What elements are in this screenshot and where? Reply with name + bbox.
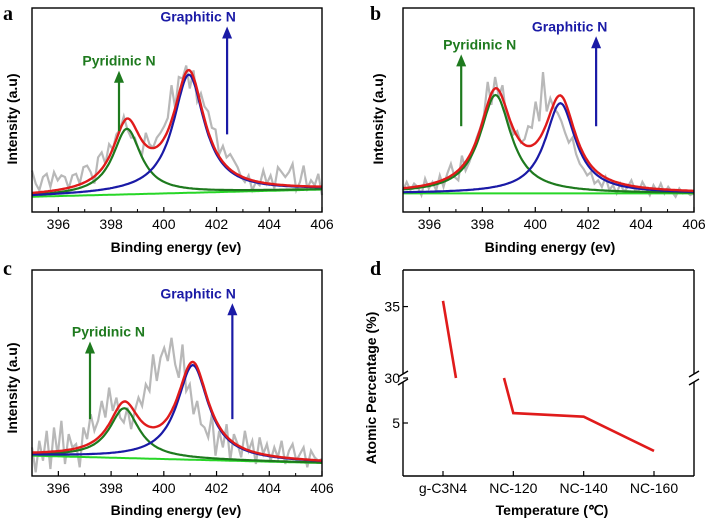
axis-break-mark xyxy=(397,378,409,386)
x-tick-label: 398 xyxy=(99,216,123,232)
x-tick-label: 406 xyxy=(310,216,334,232)
x-tick-labels-b: 396 398 400 402 404 406 xyxy=(418,216,706,232)
raw-data-line xyxy=(30,337,323,473)
atomic-percentage-plot xyxy=(397,269,700,477)
panel-d: d Atomic Percentage (%) Temperature (℃) … xyxy=(363,258,678,518)
panel-c: c Intensity (a.u) Binding energy (ev) 39… xyxy=(3,258,334,518)
x-tick-label: 396 xyxy=(418,216,442,232)
y-axis-label-c: Intensity (a.u) xyxy=(4,342,20,433)
y-axis-label-b: Intensity (a.u) xyxy=(370,73,386,164)
x-tick-label: NC-140 xyxy=(560,480,608,496)
y-tick-label: 30 xyxy=(384,370,400,386)
x-tick-label: 396 xyxy=(47,480,71,496)
pyridinic-n-fit-line xyxy=(32,407,322,464)
data-line-lower-segment xyxy=(502,377,655,453)
x-tick-labels-d: g-C3N4 NC-120 NC-140 NC-160 xyxy=(419,480,678,496)
x-tick-labels-a: 396 398 400 402 404 406 xyxy=(47,216,334,232)
pyridinic-n-label-a: Pyridinic N xyxy=(82,53,155,69)
x-axis-label-c: Binding energy (ev) xyxy=(111,502,242,518)
pyridinic-n-label-b: Pyridinic N xyxy=(443,36,516,52)
pyridinic-n-fit-line xyxy=(402,93,694,194)
annotation-arrow-head xyxy=(591,36,602,49)
panel-b: b Intensity (a.u) Binding energy (ev) 39… xyxy=(370,3,706,255)
plot-frame xyxy=(31,269,323,477)
x-tick-label: 402 xyxy=(205,216,229,232)
x-axis-label-d: Temperature (℃) xyxy=(496,502,609,518)
panel-a: a Intensity (a.u) Binding energy (ev) 39… xyxy=(3,3,334,255)
graphitic-n-label-b: Graphitic N xyxy=(532,18,607,34)
x-tick-label: 396 xyxy=(47,216,71,232)
x-tick-label: 404 xyxy=(258,480,282,496)
x-axis-label-a: Binding energy (ev) xyxy=(111,239,242,255)
panel-letter-b: b xyxy=(370,3,381,25)
x-tick-labels-c: 396 398 400 402 404 406 xyxy=(47,480,334,496)
pyridinic-n-fit-line xyxy=(32,127,322,196)
x-tick-label: 400 xyxy=(152,480,176,496)
y-tick-label: 5 xyxy=(392,415,400,431)
x-tick-label: 398 xyxy=(99,480,123,496)
x-tick-label: 400 xyxy=(524,216,548,232)
x-tick-label: 404 xyxy=(258,216,282,232)
annotation-arrow-head xyxy=(85,341,95,354)
x-tick-label: 398 xyxy=(471,216,495,232)
x-tick-label: g-C3N4 xyxy=(419,480,467,496)
x-tick-label: 402 xyxy=(205,480,229,496)
y-axis-label-d: Atomic Percentage (%) xyxy=(363,312,379,464)
envelope-fit-line xyxy=(31,360,323,462)
envelope-fit-line xyxy=(402,86,694,192)
y-tick-label: 35 xyxy=(384,299,400,315)
axis-break-mark xyxy=(688,370,700,378)
graphitic-n-fit-line xyxy=(403,102,694,194)
annotation-arrow-head xyxy=(227,303,238,316)
annotation-arrow-head xyxy=(456,54,467,67)
x-tick-label: 400 xyxy=(152,216,176,232)
panel-letter-a: a xyxy=(3,3,13,25)
axis-break-mark xyxy=(397,370,409,378)
plot-frame xyxy=(31,7,323,213)
x-axis-label-b: Binding energy (ev) xyxy=(485,239,616,255)
y-tick-labels-d: 5 30 35 xyxy=(384,299,400,431)
plot-frame xyxy=(402,7,695,213)
x-tick-label: 404 xyxy=(629,216,653,232)
x-tick-label: 402 xyxy=(577,216,601,232)
xps-plot-b xyxy=(401,7,695,213)
x-tick-label: 406 xyxy=(310,480,334,496)
annotation-arrow-head xyxy=(222,26,233,39)
x-tick-label: NC-120 xyxy=(489,480,537,496)
graphitic-n-label-c: Graphitic N xyxy=(160,285,235,301)
annotation-arrow-head xyxy=(114,70,124,83)
x-tick-label: NC-160 xyxy=(630,480,678,496)
panel-letter-d: d xyxy=(370,258,381,280)
panel-letter-c: c xyxy=(3,258,12,280)
raw-data-line xyxy=(30,65,324,196)
envelope-fit-line xyxy=(31,68,322,195)
data-line-upper-segment xyxy=(441,300,458,379)
x-tick-label: 406 xyxy=(682,216,706,232)
y-axis-label-a: Intensity (a.u) xyxy=(4,73,20,164)
graphitic-n-label-a: Graphitic N xyxy=(160,8,235,24)
xps-plot-c xyxy=(30,269,323,477)
axis-break-mark xyxy=(688,378,700,386)
xps-plot-a xyxy=(30,7,324,213)
pyridinic-n-label-c: Pyridinic N xyxy=(72,323,145,339)
